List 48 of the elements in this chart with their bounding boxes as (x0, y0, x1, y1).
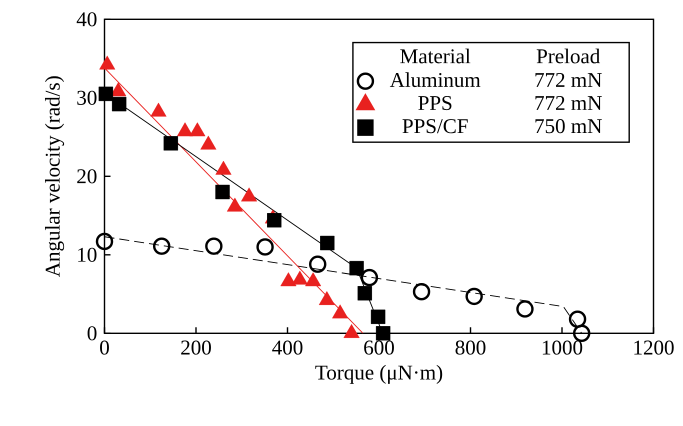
point (96, 232, 114, 250)
point (99, 56, 116, 70)
x-tick-label: 800 (456, 340, 486, 355)
x-tick-label: 1200 (634, 340, 674, 355)
point (572, 324, 590, 342)
point (349, 260, 364, 276)
y-tick-label: 0 (88, 326, 97, 340)
point (205, 237, 223, 255)
annotation: 750 mN (535, 119, 602, 134)
point (215, 160, 232, 175)
y-tick-label: 40 (76, 12, 97, 26)
x-axis-title: Torque (μN·m) (315, 364, 442, 384)
x-tick-label: 400 (272, 340, 302, 355)
point (516, 300, 534, 318)
point (150, 102, 166, 117)
point (152, 237, 170, 255)
x-tick-label: 600 (364, 340, 394, 355)
legend-title: Material (400, 48, 470, 64)
y-axis-title: Angular velocity (rad/s) (44, 76, 64, 277)
x-tick-label: 1000 (542, 340, 582, 355)
annotation: 772 mN (535, 96, 602, 110)
legend-label: Aluminum (390, 72, 480, 88)
point (568, 310, 586, 328)
point (376, 326, 390, 340)
point (358, 286, 372, 300)
legend-label: PPS (418, 96, 452, 110)
legend-label: PPS/CF (402, 119, 468, 134)
x-tick-label: 0 (100, 340, 109, 355)
point (177, 122, 194, 136)
x-tick-label: 200 (181, 340, 211, 355)
y-tick-label: 20 (77, 169, 97, 184)
point (267, 213, 282, 228)
point (465, 288, 483, 306)
point (189, 122, 206, 136)
point (309, 256, 326, 273)
point (412, 282, 430, 300)
annotation: Preload (536, 48, 600, 64)
point (256, 238, 274, 256)
point (320, 236, 335, 250)
point (226, 198, 243, 212)
point (200, 136, 216, 150)
point (215, 184, 230, 200)
y-tick-label: 10 (78, 248, 97, 262)
y-tick-label: 30 (77, 90, 97, 105)
point (360, 268, 378, 286)
point (370, 310, 386, 324)
annotation: 772 mN (535, 72, 602, 87)
point (241, 188, 258, 202)
